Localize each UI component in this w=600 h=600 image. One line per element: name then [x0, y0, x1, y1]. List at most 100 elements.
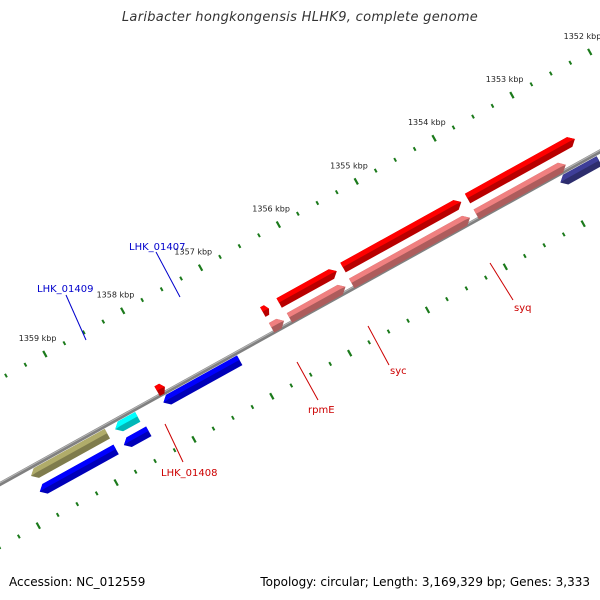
- minor-tick: [17, 534, 21, 539]
- major-tick: [113, 478, 119, 487]
- feature-tracks: [31, 137, 600, 494]
- ruler-labels: 1352 kbp 1353 kbp 1354 kbp 1355 kbp 1356 kbp…: [19, 32, 600, 343]
- major-tick: [424, 306, 431, 314]
- minor-tick: [94, 491, 99, 496]
- ruler-label: 1355 kbp: [330, 161, 368, 170]
- minor-tick: [81, 330, 86, 335]
- ruler-label: 1359 kbp: [19, 334, 57, 343]
- minor-tick: [4, 373, 8, 378]
- minor-tick: [101, 319, 106, 324]
- feature-label-LHK_01408: LHK_01408: [161, 468, 217, 479]
- minor-tick: [445, 296, 449, 302]
- ruler-label: 1354 kbp: [408, 118, 446, 127]
- genome-backbone: [0, 149, 600, 487]
- feature-label-syc: syc: [390, 366, 407, 377]
- major-tick: [580, 220, 586, 228]
- minor-tick: [393, 157, 398, 163]
- minor-tick: [231, 415, 235, 421]
- minor-tick: [451, 125, 456, 130]
- feature-labels: syq syc rpmE LHK_01408 LHK_01407 LHK_01409: [37, 242, 531, 479]
- minor-tick: [250, 404, 255, 410]
- ruler-label: 1358 kbp: [97, 291, 135, 300]
- leader-line-rpmE: [296, 361, 319, 401]
- feature-arrow-rna-mid: [286, 284, 346, 318]
- major-tick: [587, 48, 593, 56]
- minor-tick: [133, 469, 138, 474]
- feature-arrow-rna-top-right: [473, 162, 566, 214]
- minor-tick: [55, 512, 60, 518]
- minor-tick: [406, 318, 410, 323]
- minor-tick: [62, 340, 67, 346]
- minor-tick: [367, 340, 371, 345]
- minor-tick: [373, 168, 378, 173]
- minor-tick: [490, 103, 495, 109]
- minor-tick: [289, 383, 294, 388]
- minor-tick: [386, 329, 391, 334]
- minor-tick: [522, 253, 527, 259]
- major-tick: [353, 177, 359, 185]
- feature-arrow-LHK_01407: [163, 355, 240, 403]
- feature-arrow-syq: [349, 215, 470, 283]
- minor-tick: [23, 362, 28, 367]
- feature-arrow-shadow: [276, 269, 337, 308]
- major-tick: [191, 435, 197, 443]
- inner-tick-ruler: [0, 220, 586, 550]
- leader-line-LHK_01408: [164, 423, 184, 463]
- feature-label-rpmE: rpmE: [308, 405, 335, 416]
- feature-label-syq: syq: [514, 303, 531, 314]
- minor-tick: [542, 243, 547, 248]
- minor-tick: [140, 297, 145, 303]
- feature-arrow-r-blue-left: [39, 444, 116, 492]
- backbone-line: [0, 149, 600, 487]
- feature-label-LHK_01407: LHK_01407: [129, 242, 185, 253]
- minor-tick: [308, 372, 313, 377]
- genome-summary-text: Topology: circular; Length: 3,169,329 bp…: [260, 575, 590, 589]
- minor-tick: [179, 276, 183, 281]
- ruler-label: 1353 kbp: [486, 75, 524, 84]
- leader-line-syq: [489, 262, 514, 301]
- feature-arrow-rpmE: [260, 305, 269, 312]
- minor-tick: [328, 361, 333, 367]
- minor-tick: [211, 426, 216, 431]
- minor-tick: [529, 82, 534, 87]
- feature-arrow-LHK_01408: [154, 383, 165, 391]
- leader-line-syc: [367, 325, 390, 366]
- minor-tick: [471, 114, 475, 119]
- major-tick: [120, 307, 126, 315]
- minor-tick: [334, 189, 339, 195]
- major-tick: [197, 264, 204, 272]
- minor-tick: [237, 243, 242, 249]
- feature-arrow-syc: [340, 200, 462, 268]
- minor-tick: [257, 233, 261, 238]
- map-title: Laribacter hongkongensis HLHK9, complete…: [121, 10, 479, 25]
- major-tick: [35, 522, 41, 530]
- minor-tick: [75, 501, 80, 507]
- minor-tick: [296, 211, 300, 216]
- minor-tick: [315, 200, 320, 206]
- minor-tick: [412, 146, 417, 152]
- feature-arrow-rna-small: [268, 318, 284, 328]
- minor-tick: [159, 287, 164, 292]
- major-tick: [347, 349, 353, 357]
- leader-line-LHK_01409: [65, 294, 87, 341]
- accession-text: Accession: NC_012559: [9, 575, 146, 589]
- minor-tick: [172, 447, 177, 453]
- minor-tick: [153, 458, 157, 464]
- minor-tick: [484, 275, 488, 280]
- major-tick: [509, 91, 515, 99]
- minor-tick: [464, 286, 469, 291]
- outer-tick-ruler: [4, 48, 593, 378]
- major-tick: [269, 392, 275, 400]
- leader-line-LHK_01407: [155, 251, 181, 298]
- feature-arrow-f-mid: [276, 269, 337, 303]
- major-tick: [275, 220, 282, 229]
- feature-arrow-r-olive: [31, 428, 108, 476]
- minor-tick: [561, 232, 566, 237]
- major-tick: [431, 134, 437, 142]
- feature-arrow-f-top-right: [464, 137, 575, 199]
- feature-arrow-r-blue-small: [123, 426, 149, 446]
- ruler-label: 1352 kbp: [564, 32, 600, 41]
- feature-arrow-LHK_01409: [115, 412, 138, 430]
- major-tick: [42, 350, 48, 358]
